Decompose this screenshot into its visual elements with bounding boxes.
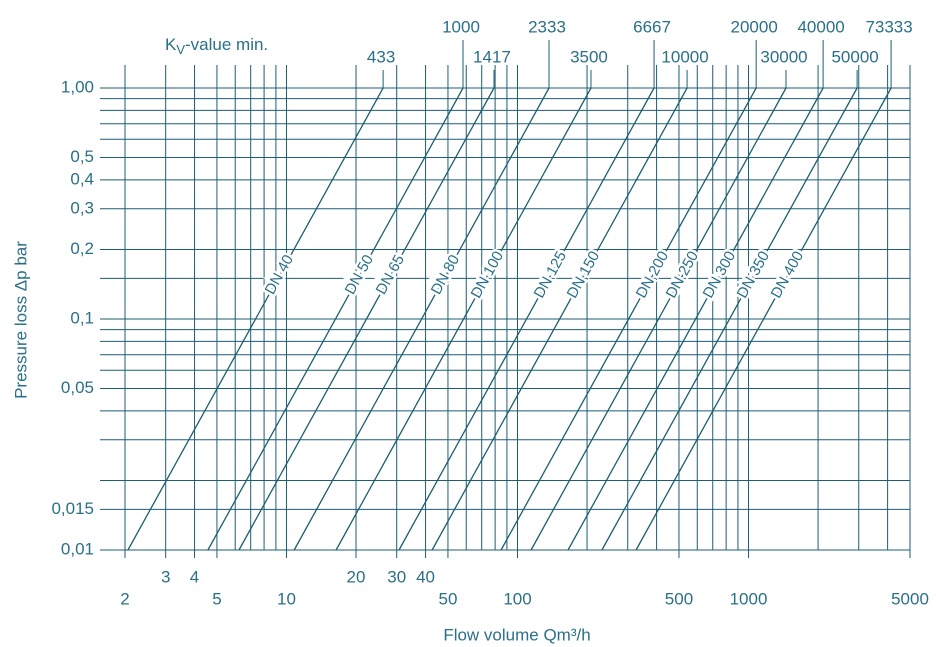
dn-line [530, 87, 787, 551]
x-tick-label: 100 [503, 589, 531, 608]
x-axis-label: Flow volume Qm³/h [443, 625, 590, 644]
kv-label: 3500 [570, 47, 608, 66]
kv-label: 50000 [831, 47, 878, 66]
dn-line [567, 87, 824, 551]
dn-label: DN 40 [262, 252, 297, 297]
dn-line [293, 87, 550, 551]
y-tick-label: 0,2 [70, 239, 94, 258]
dn-label: DN 80 [428, 252, 463, 297]
kv-label: 20000 [731, 17, 778, 36]
y-tick-label: 0,5 [70, 147, 94, 166]
dn-label: DN 150 [564, 248, 603, 301]
dn-line [635, 87, 892, 551]
y-axis-label: Pressure loss Δp bar [11, 241, 30, 399]
kv-label: 10000 [661, 47, 708, 66]
kv-label: 30000 [760, 47, 807, 66]
kv-title: KV-value min. [165, 35, 268, 57]
dn-line [431, 87, 688, 551]
kv-label: 1417 [473, 47, 511, 66]
dn-line [601, 87, 858, 551]
y-tick-label: 0,01 [61, 539, 94, 558]
x-tick-label: 2 [120, 589, 129, 608]
kv-label: 40000 [797, 17, 844, 36]
y-tick-label: 0,1 [70, 308, 94, 327]
dn-line [500, 87, 757, 551]
y-tick-label: 0,05 [61, 378, 94, 397]
dn-label: DN 65 [373, 252, 408, 297]
dn-label: DN 50 [342, 252, 377, 297]
x-tick-label: 30 [387, 567, 406, 586]
x-tick-label: 10 [277, 589, 296, 608]
y-tick-label: 0,015 [51, 499, 94, 518]
x-tick-label: 500 [665, 589, 693, 608]
x-tick-label: 20 [347, 567, 366, 586]
dn-line [398, 87, 655, 551]
dn-label: DN 100 [468, 248, 507, 301]
kv-label: 6667 [633, 17, 671, 36]
y-tick-label: 0,4 [70, 169, 94, 188]
dn-line [238, 87, 495, 551]
y-tick-label: 1,00 [61, 77, 94, 96]
x-tick-label: 1000 [730, 589, 768, 608]
dn-label: DN 400 [768, 248, 807, 301]
kv-label: 1000 [442, 17, 480, 36]
y-tick-label: 0,3 [70, 198, 94, 217]
kv-label: 2333 [528, 17, 566, 36]
x-tick-label: 40 [416, 567, 435, 586]
dn-line [127, 87, 384, 551]
kv-label: 73333 [865, 17, 912, 36]
x-tick-label: 5 [212, 589, 221, 608]
x-tick-label: 50 [438, 589, 457, 608]
x-tick-label: 4 [190, 567, 199, 586]
kv-label: 433 [367, 47, 395, 66]
x-tick-label: 3 [161, 567, 170, 586]
dn-line [207, 87, 464, 551]
x-tick-label: 5000 [891, 589, 929, 608]
dn-line [335, 87, 592, 551]
